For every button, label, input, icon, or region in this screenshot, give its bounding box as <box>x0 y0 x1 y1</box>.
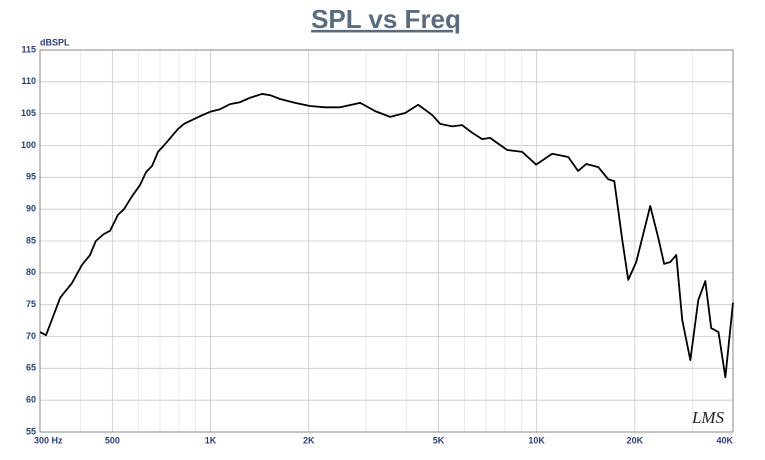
y-tick-label: 75 <box>26 299 36 309</box>
x-tick-label: 5K <box>433 435 445 445</box>
y-tick-label: 90 <box>26 204 36 214</box>
x-tick-label: 10K <box>528 435 545 445</box>
spl-curve <box>39 93 734 379</box>
y-tick-label: 80 <box>26 267 36 277</box>
y-tick-label: 100 <box>21 140 36 150</box>
y-tick-label: 95 <box>26 172 36 182</box>
y-tick-label: 85 <box>26 235 36 245</box>
y-tick-label: 55 <box>26 426 36 436</box>
chart-title: SPL vs Freq <box>311 4 461 34</box>
x-tick-label: 20K <box>627 435 644 445</box>
x-tick-label: 300 Hz <box>34 435 63 445</box>
x-tick-label: 500 <box>105 435 120 445</box>
y-tick-label: 60 <box>26 395 36 405</box>
y-tick-label: 115 <box>21 44 36 54</box>
y-tick-label: 65 <box>26 363 36 373</box>
logo: LMS <box>691 408 725 427</box>
y-tick-label: 70 <box>26 331 36 341</box>
x-tick-label: 1K <box>205 435 217 445</box>
plot-frame <box>39 49 734 433</box>
x-tick-label: 40K <box>716 435 733 445</box>
y-axis-label: dBSPL <box>40 37 70 47</box>
y-tick-label: 110 <box>21 76 36 86</box>
y-tick-label: 105 <box>21 108 36 118</box>
x-tick-label: 2K <box>303 435 315 445</box>
